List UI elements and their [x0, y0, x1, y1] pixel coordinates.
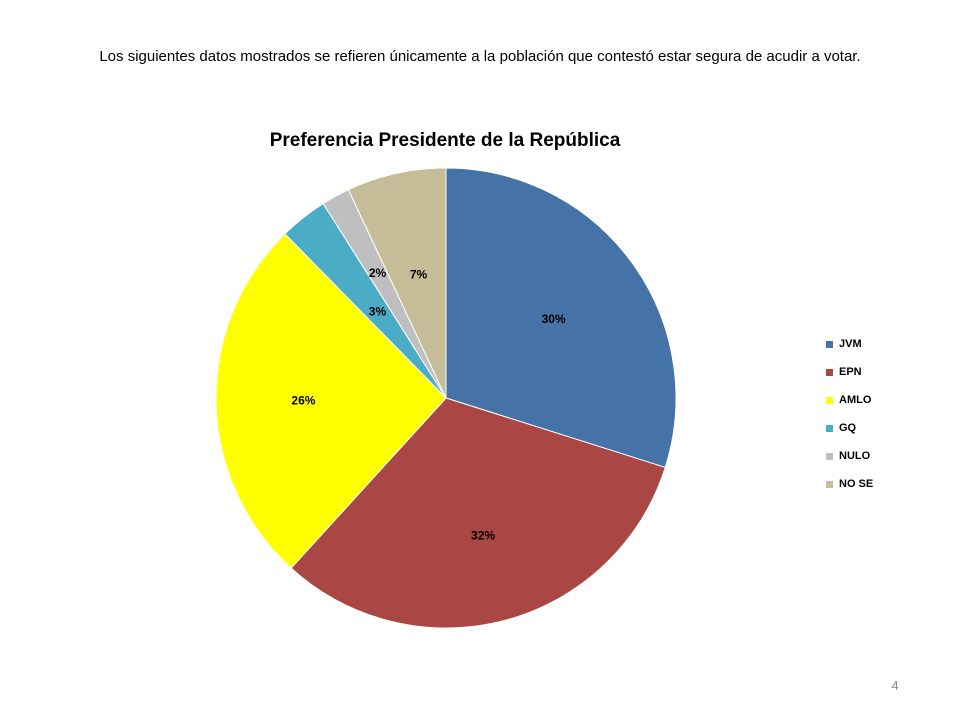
pie-slice-amlo — [215, 233, 447, 569]
pie-slice-no-se — [347, 167, 447, 399]
chart-title: Preferencia Presidente de la República — [269, 130, 621, 151]
legend-swatch — [826, 452, 833, 460]
legend-label: EPN — [839, 366, 862, 378]
legend-item-no-se: NO SE — [826, 470, 936, 498]
data-label-epn: 32% — [471, 529, 495, 543]
data-label-no-se: 7% — [410, 268, 428, 282]
legend-swatch — [826, 368, 833, 376]
legend-label: NO SE — [839, 478, 874, 490]
legend-item-gq: GQ — [826, 414, 936, 442]
pie-slice-epn — [290, 397, 666, 629]
legend-swatch — [826, 396, 833, 404]
legend-swatch — [826, 480, 833, 488]
legend-label: GQ — [839, 422, 857, 434]
legend-item-nulo: NULO — [826, 442, 936, 470]
legend-label: NULO — [839, 450, 871, 462]
legend-label: JVM — [839, 338, 862, 350]
legend-item-amlo: AMLO — [826, 386, 936, 414]
legend-item-jvm: JVM — [826, 330, 936, 358]
legend-label: AMLO — [839, 394, 872, 406]
data-label-amlo: 26% — [291, 394, 315, 408]
chart-legend: JVM EPN AMLO GQ NULO NO SE — [826, 330, 936, 498]
legend-swatch — [826, 424, 833, 432]
intro-text: Los siguientes datos mostrados se refier… — [99, 48, 861, 65]
data-label-nulo: 2% — [369, 266, 387, 280]
data-label-jvm: 30% — [542, 312, 566, 326]
page-number: 4 — [891, 678, 899, 693]
data-label-gq: 3% — [369, 304, 387, 318]
legend-item-epn: EPN — [826, 358, 936, 386]
legend-swatch — [826, 340, 833, 348]
pie-slice-jvm — [445, 167, 677, 469]
